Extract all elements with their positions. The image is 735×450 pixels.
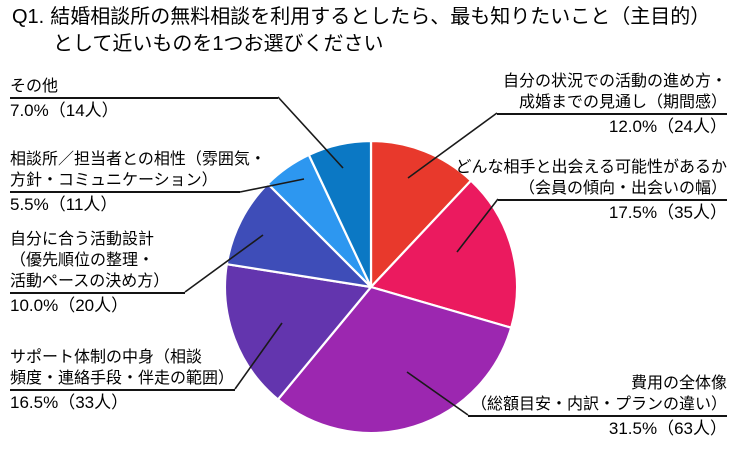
leader-line-cost-overview (406, 371, 469, 416)
callout-progress-outlook: 自分の状況での活動の進め方・ 成婚までの見通し（期間感） 12.0%（24人） (497, 71, 727, 136)
leader-line-activity-design (184, 234, 264, 293)
callout-label: 相談所／担当者との相性（雰囲気・ (10, 151, 266, 168)
callout-value: 31.5%（63人） (468, 415, 727, 438)
question-number: Q1. (12, 6, 45, 28)
pie-slice-6 (307, 139, 373, 289)
callout-label: 頻度・連絡手段・伴走の範囲） (10, 370, 235, 387)
callout-value: 17.5%（35人） (498, 199, 727, 222)
leader-line-advisor-compatibility (239, 178, 305, 193)
callout-value: 5.5%（11人） (10, 191, 240, 214)
callout-other: その他 7.0%（14人） (10, 76, 278, 120)
callout-support-structure: サポート体制の中身（相談 頻度・連絡手段・伴走の範囲） 16.5%（33人） (10, 347, 235, 412)
callout-advisor-compatibility: 相談所／担当者との相性（雰囲気・ 方針・コミュニケーション） 5.5%（11人） (10, 149, 266, 214)
callout-label: 成婚までの見通し（期間感） (518, 94, 727, 111)
callout-label: （優先順位の整理・ (10, 252, 155, 269)
page-title-line2: として近いものを1つお選びください (53, 33, 384, 55)
leader-line-support-structure (234, 322, 283, 390)
pie-slice-4 (225, 182, 373, 289)
pie-slice-1 (369, 179, 519, 329)
callout-label: （会員の傾向・出会いの幅） (518, 180, 727, 197)
callout-label: 活動ペースの決め方） (10, 273, 170, 290)
callout-label: サポート体制の中身（相談 (10, 349, 203, 366)
callout-value: 10.0%（20人） (10, 292, 185, 315)
question-text: 結婚相談所の無料相談を利用するとしたら、最も知りたいこと（主目的） (50, 6, 711, 28)
callout-value: 7.0%（14人） (10, 97, 278, 120)
leader-line-partner-possibility (456, 198, 499, 253)
callout-label: 費用の全体像 (630, 375, 727, 392)
callout-label: 方針・コミュニケーション） (10, 172, 218, 189)
callout-label: その他 (10, 78, 59, 95)
callout-partner-possibility: どんな相手と出会える可能性があるか （会員の傾向・出会いの幅） 17.5%（35… (455, 157, 727, 222)
page-title-line1: Q1. 結婚相談所の無料相談を利用するとしたら、最も知りたいこと（主目的） (12, 4, 710, 31)
pie-slice-5 (266, 153, 373, 289)
callout-value: 12.0%（24人） (497, 113, 727, 136)
callout-label: どんな相手と出会える可能性があるか (455, 159, 727, 176)
leader-line-other (277, 96, 344, 169)
callout-activity-design: 自分に合う活動設計 （優先順位の整理・ 活動ペースの決め方） 10.0%（20人… (10, 229, 185, 315)
callout-cost-overview: 費用の全体像 （総額目安・内訳・プランの違い） 31.5%（63人） (468, 373, 727, 438)
pie-slice-3 (223, 263, 373, 401)
callout-label: （総額目安・内訳・プランの違い） (470, 396, 727, 413)
callout-label: 自分の状況での活動の進め方・ (502, 73, 727, 90)
callout-label: 自分に合う活動設計 (10, 231, 155, 248)
callout-value: 16.5%（33人） (10, 389, 235, 412)
page-title: Q1. 結婚相談所の無料相談を利用するとしたら、最も知りたいこと（主目的） として… (12, 4, 710, 58)
